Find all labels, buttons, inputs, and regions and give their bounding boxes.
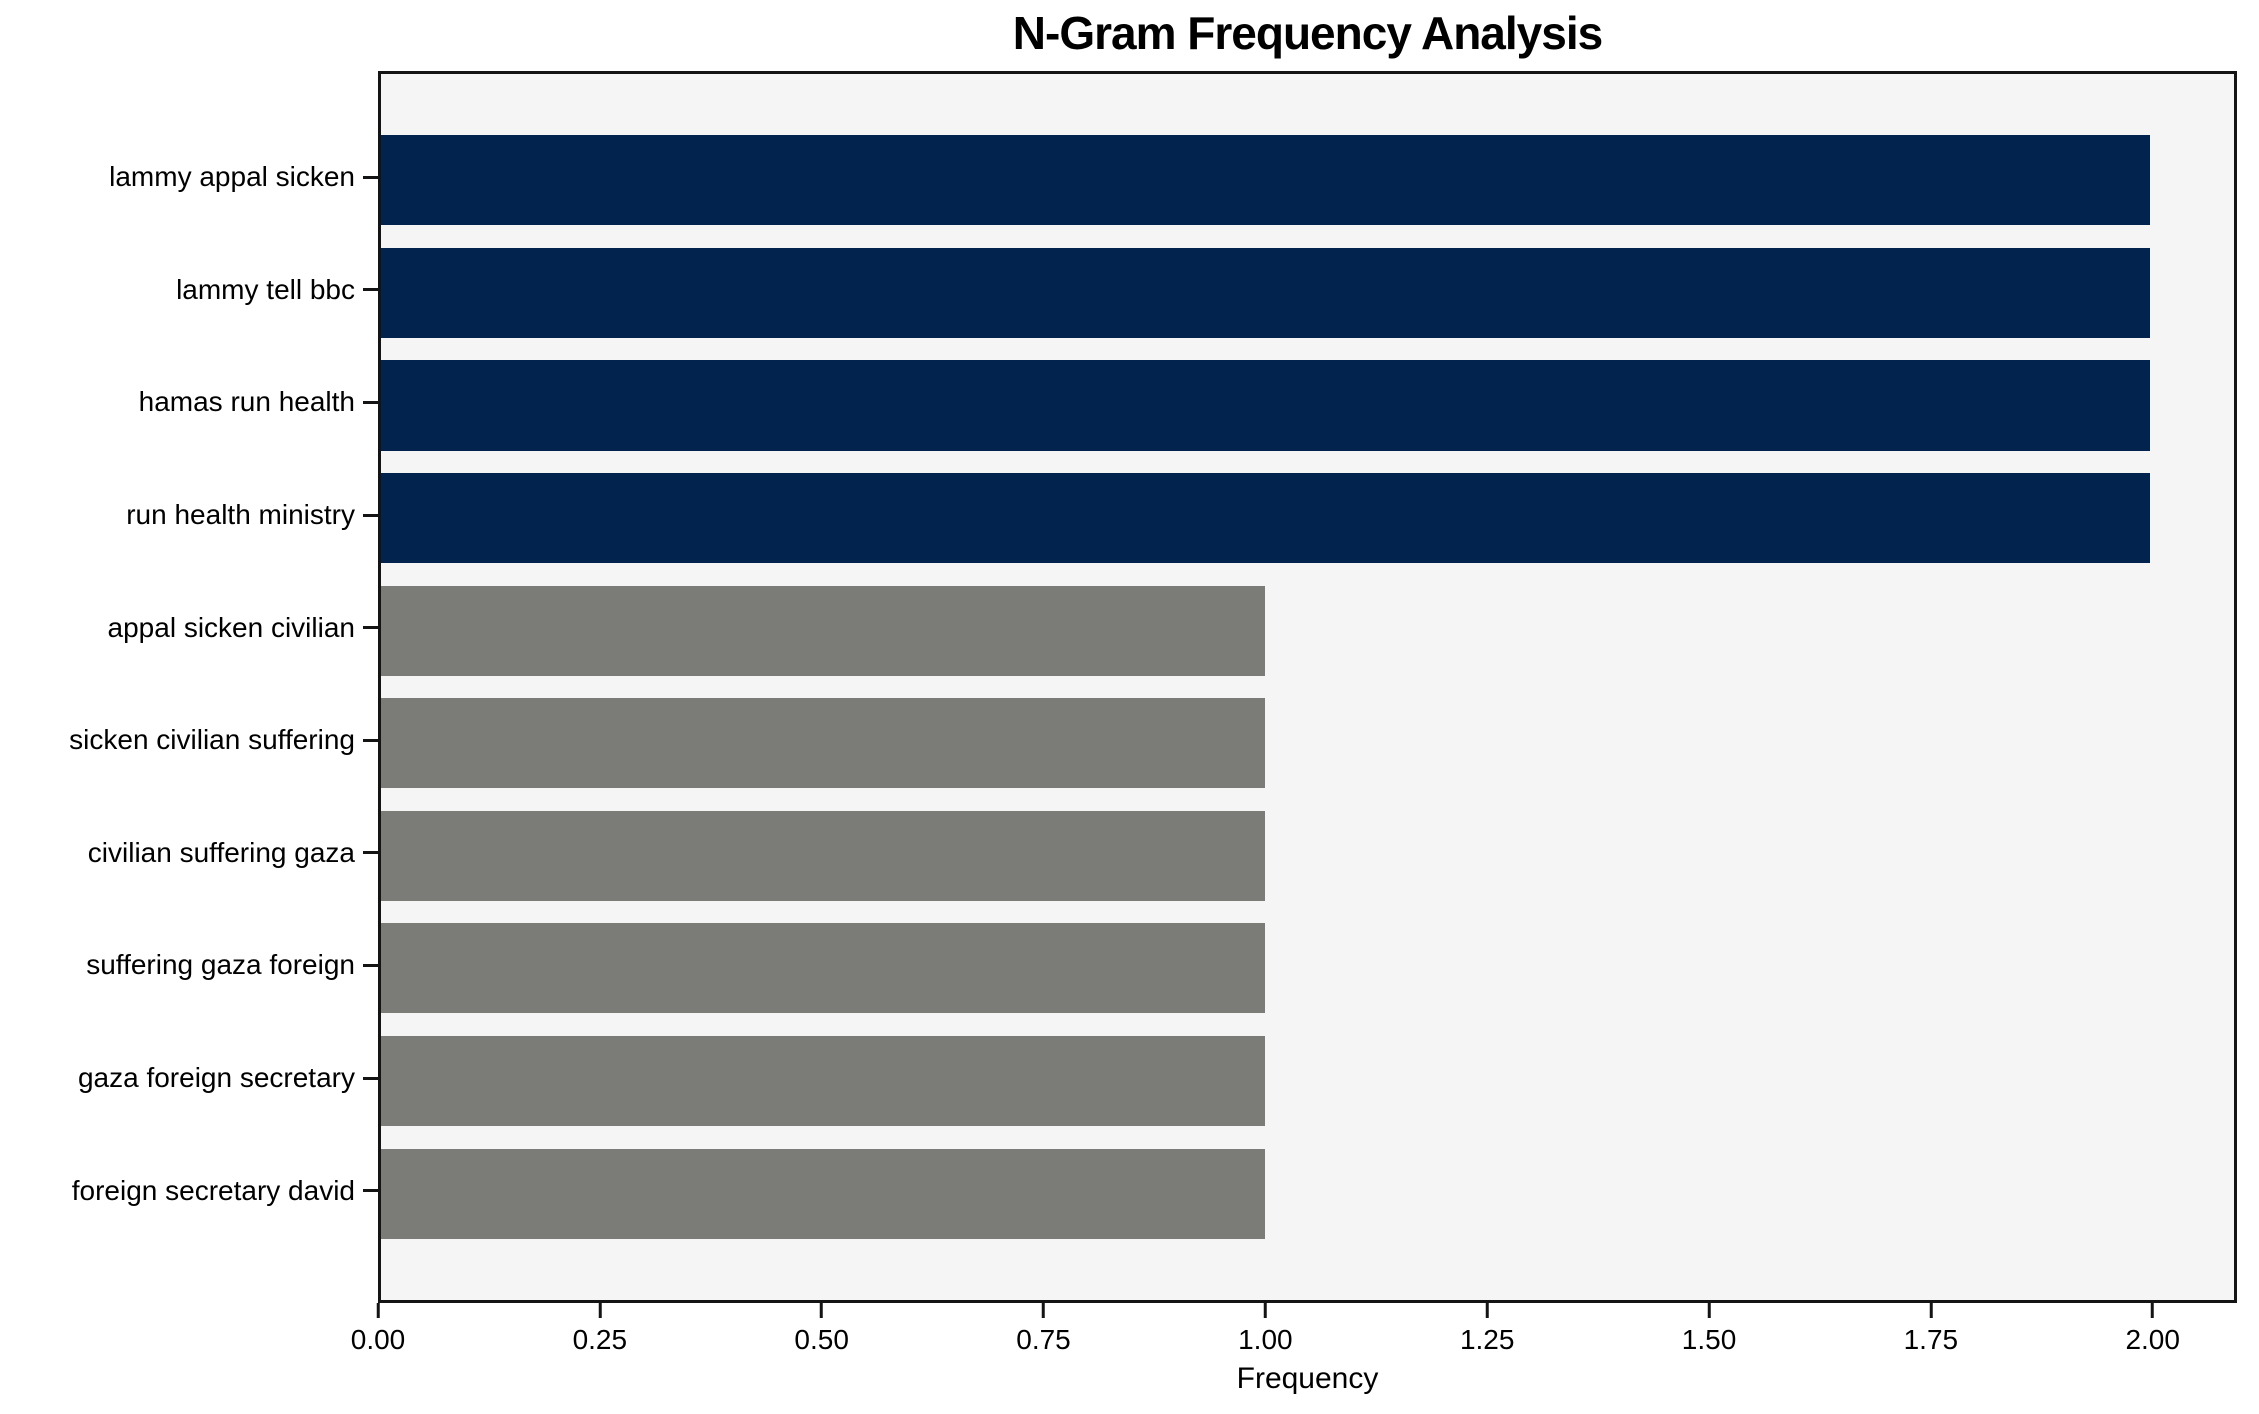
bar-civilian-suffering-gaza xyxy=(381,810,1266,901)
y-label-row: lammy tell bbc xyxy=(0,234,378,347)
y-label-row: hamas run health xyxy=(0,346,378,459)
bar-row xyxy=(381,912,2234,1025)
bar-row xyxy=(381,687,2234,800)
y-label-row: appal sicken civilian xyxy=(0,571,378,684)
bar-sicken-civilian-suffering xyxy=(381,698,1266,789)
bar-appal-sicken-civilian xyxy=(381,585,1266,676)
bar-hamas-run-health xyxy=(381,360,2150,451)
x-tick-mark xyxy=(820,1303,824,1318)
bar-gaza-foreign-secretary xyxy=(381,1036,1266,1127)
y-tick-mark xyxy=(363,963,378,967)
bar-row xyxy=(381,1025,2234,1138)
x-tick-label: 1.50 xyxy=(1681,1324,1737,1355)
bar-foreign-secretary-david xyxy=(381,1148,1266,1239)
y-label-row: sicken civilian suffering xyxy=(0,684,378,797)
x-tick: 1.00 xyxy=(1238,1303,1293,1356)
x-tick-label: 1.25 xyxy=(1459,1324,1515,1355)
x-tick-mark xyxy=(598,1303,602,1318)
x-axis-title: Frequency xyxy=(1236,1362,1379,1395)
y-tick-label: appal sicken civilian xyxy=(107,611,355,643)
bar-row xyxy=(381,1137,2234,1250)
bar-row xyxy=(381,124,2234,237)
y-tick-label: suffering gaza foreign xyxy=(86,949,355,981)
x-tick: 0.50 xyxy=(794,1303,849,1356)
y-tick-label: sicken civilian suffering xyxy=(69,724,355,756)
chart-title: N-Gram Frequency Analysis xyxy=(1012,7,1603,59)
bar-lammy-tell-bbc xyxy=(381,247,2150,338)
y-tick-mark xyxy=(363,175,378,179)
y-tick-label: hamas run health xyxy=(138,386,355,418)
y-label-row: run health ministry xyxy=(0,459,378,572)
bar-row xyxy=(381,349,2234,462)
x-tick-label: 0.50 xyxy=(794,1324,849,1355)
y-tick-label: run health ministry xyxy=(126,499,355,531)
x-tick-mark xyxy=(1263,1303,1267,1318)
x-tick-mark xyxy=(1485,1303,1489,1318)
y-label-row: civilian suffering gaza xyxy=(0,797,378,910)
x-tick-label: 1.75 xyxy=(1903,1324,1959,1355)
y-tick-mark xyxy=(363,513,378,517)
y-tick-label: lammy tell bbc xyxy=(176,273,355,305)
x-tick-mark xyxy=(2151,1303,2155,1318)
x-axis-ticks: 0.00 0.25 0.50 0.75 1.00 1.25 1.50 1.75 2.00 xyxy=(351,1303,2237,1373)
x-tick: 2.00 xyxy=(2125,1303,2180,1356)
y-tick-mark xyxy=(363,1076,378,1080)
bar-row xyxy=(381,462,2234,575)
bar-lammy-appal-sicken xyxy=(381,135,2150,226)
y-tick-label: gaza foreign secretary xyxy=(77,1062,355,1094)
bar-row xyxy=(381,237,2234,350)
y-tick-label: civilian suffering gaza xyxy=(87,836,355,868)
y-tick-mark xyxy=(363,400,378,404)
x-tick-mark xyxy=(1042,1303,1045,1318)
x-tick-label: 1.00 xyxy=(1238,1324,1293,1355)
x-tick-label: 2.00 xyxy=(2125,1324,2180,1355)
x-tick-label: 0.00 xyxy=(350,1324,406,1355)
plot-area xyxy=(378,71,2237,1303)
y-label-row: foreign secretary david xyxy=(0,1134,378,1247)
x-tick-mark xyxy=(1707,1303,1711,1318)
y-label-row: suffering gaza foreign xyxy=(0,909,378,1022)
bar-run-health-ministry xyxy=(381,473,2150,564)
bar-suffering-gaza-foreign xyxy=(381,923,1266,1014)
y-tick-label: foreign secretary david xyxy=(71,1174,355,1206)
x-tick: 1.25 xyxy=(1459,1303,1515,1356)
x-tick: 1.75 xyxy=(1903,1303,1959,1356)
x-tick: 0.75 xyxy=(1016,1303,1071,1356)
y-label-row: lammy appal sicken xyxy=(0,121,378,234)
y-label-row: gaza foreign secretary xyxy=(0,1022,378,1135)
x-tick-mark xyxy=(376,1303,380,1318)
x-tick-label: 0.25 xyxy=(572,1324,628,1355)
y-tick-mark xyxy=(363,1189,378,1193)
x-tick: 0.25 xyxy=(572,1303,628,1356)
bar-row xyxy=(381,574,2234,687)
y-tick-mark xyxy=(363,626,378,630)
x-tick: 1.50 xyxy=(1681,1303,1737,1356)
bar-row xyxy=(381,800,2234,913)
bars-region xyxy=(381,124,2234,1250)
y-axis-labels: lammy appal sicken lammy tell bbc hamas ru… xyxy=(0,121,378,1247)
y-tick-label: lammy appal sicken xyxy=(109,161,355,193)
y-tick-mark xyxy=(363,851,378,855)
x-tick: 0.00 xyxy=(350,1303,406,1356)
y-tick-mark xyxy=(363,738,378,742)
x-tick-mark xyxy=(1929,1303,1933,1318)
y-tick-mark xyxy=(363,288,378,292)
x-tick-label: 0.75 xyxy=(1016,1324,1071,1355)
